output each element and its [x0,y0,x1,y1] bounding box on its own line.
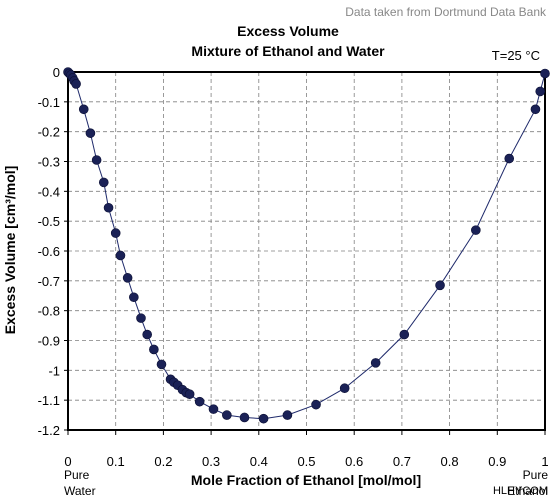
x-tick-label: 0.1 [107,454,125,469]
data-point [129,292,139,303]
y-tick-label: -0.3 [38,155,60,170]
y-tick-label: -1 [48,363,60,378]
data-point [530,104,541,115]
data-point [122,273,133,283]
y-tick-label: -1.2 [38,423,60,438]
data-point [142,329,152,340]
pure-ethanol-line2: Ethanol [507,484,548,498]
data-point [540,68,550,79]
x-tick-label: 0.2 [154,454,172,469]
y-tick-label: -0.9 [38,334,60,349]
x-tick-label: 0.4 [250,454,268,469]
pure-water-line1: Pure [64,468,90,482]
data-point [136,313,146,323]
chart-title: Excess Volume [237,23,339,39]
x-tick-label: 1 [541,454,548,469]
data-point [311,399,321,410]
x-tick-label: 0.6 [345,454,363,469]
x-axis-title: Mole Fraction of Ethanol [mol/mol] [191,472,421,488]
x-tick-label: 0.8 [441,454,459,469]
data-point [258,413,269,424]
axis-ticks: 0 0.1 0.2 0.3 0.4 0.5 0.6 0.7 0.8 0.9 1 0 -0.1 -0.2 -0… [38,65,549,469]
temperature-note: T=25 °C [492,48,540,63]
data-point [115,250,126,261]
source-note: Data taken from Dortmund Data Bank [345,5,547,19]
data-point [98,177,109,188]
chart-subtitle: Mixture of Ethanol and Water [191,43,385,59]
x-tick-label: 0.9 [488,454,506,469]
y-tick-label: -0.5 [38,214,60,229]
data-point [222,410,232,420]
data-point [110,228,121,238]
data-point [435,280,445,291]
data-point [194,396,205,407]
data-point [339,383,350,394]
data-point [370,358,381,368]
y-tick-label: -0.6 [38,244,60,259]
data-point [71,79,81,89]
data-point [156,359,167,370]
y-axis-title: Excess Volume [cm³/mol] [2,166,18,335]
watermark: HLHYCOM [493,485,548,497]
data-points [63,67,550,424]
y-tick-label: -0.7 [38,274,60,289]
x-tick-label: 0 [64,454,71,469]
y-tick-label: 0 [53,65,60,80]
data-point [91,155,102,165]
data-point [85,128,96,138]
data-point [78,104,89,115]
pure-water-line2: Water [64,484,96,498]
data-point [535,86,546,97]
pure-ethanol-line1: Pure [523,468,549,482]
x-tick-label: 0.5 [297,454,315,469]
data-point [399,329,410,340]
y-tick-label: -0.2 [38,125,60,140]
y-tick-label: -0.4 [38,184,60,199]
y-tick-label: -1.1 [38,393,60,408]
y-tick-label: -0.1 [38,95,60,110]
data-point [103,202,114,213]
y-tick-label: -0.8 [38,304,60,319]
data-point [239,412,250,423]
x-tick-label: 0.7 [393,454,411,469]
data-point [282,410,293,420]
data-point [184,389,195,400]
grid [68,72,545,430]
data-point [504,153,515,164]
data-point [149,344,159,355]
data-point [208,404,219,414]
x-tick-label: 0.3 [202,454,220,469]
data-point [471,225,481,235]
